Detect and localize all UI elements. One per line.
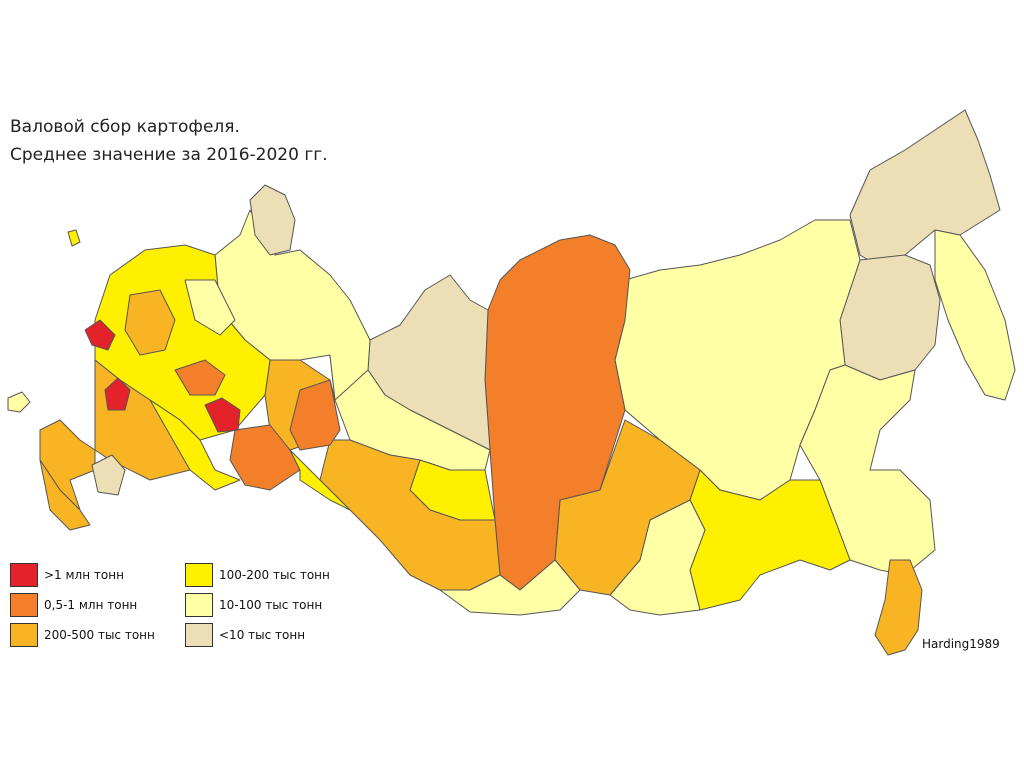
region <box>229 424 301 491</box>
region <box>874 559 923 656</box>
legend-label: <10 тыс тонн <box>219 628 306 642</box>
region <box>204 397 241 433</box>
legend-label: 200-500 тыс тонн <box>44 628 155 642</box>
legend-item: 200-500 тыс тонн <box>10 623 155 647</box>
region <box>7 391 31 413</box>
legend-swatch <box>10 593 38 617</box>
legend-swatch <box>185 593 213 617</box>
region <box>149 399 241 491</box>
region <box>249 184 296 256</box>
legend-swatch <box>185 623 213 647</box>
region <box>39 459 91 531</box>
legend-label: 100-200 тыс тонн <box>219 568 330 582</box>
legend-label: 0,5-1 млн тонн <box>44 598 138 612</box>
region <box>174 359 226 396</box>
legend-label: >1 млн тонн <box>44 568 124 582</box>
region <box>289 379 341 451</box>
region <box>799 364 936 576</box>
region <box>184 279 236 336</box>
legend-item: 0,5-1 млн тонн <box>10 593 137 617</box>
legend-item: 100-200 тыс тонн <box>185 563 330 587</box>
legend-item: <10 тыс тонн <box>185 623 305 647</box>
legend-label: 10-100 тыс тонн <box>219 598 323 612</box>
legend-item: >1 млн тонн <box>10 563 124 587</box>
credit: Harding1989 <box>922 637 1000 651</box>
title-line: Валовой сбор картофеля. <box>10 117 240 137</box>
title-line: Среднее значение за 2016-2020 гг. <box>10 145 328 165</box>
region <box>439 559 581 616</box>
region <box>289 449 351 511</box>
region <box>84 319 116 351</box>
region <box>849 109 1001 271</box>
region <box>104 377 131 411</box>
legend-swatch <box>10 623 38 647</box>
region <box>934 229 1016 401</box>
legend-item: 10-100 тыс тонн <box>185 593 322 617</box>
region <box>319 439 501 591</box>
region <box>67 229 81 247</box>
region <box>91 454 126 496</box>
legend-swatch <box>185 563 213 587</box>
legend-swatch <box>10 563 38 587</box>
region <box>124 289 176 356</box>
